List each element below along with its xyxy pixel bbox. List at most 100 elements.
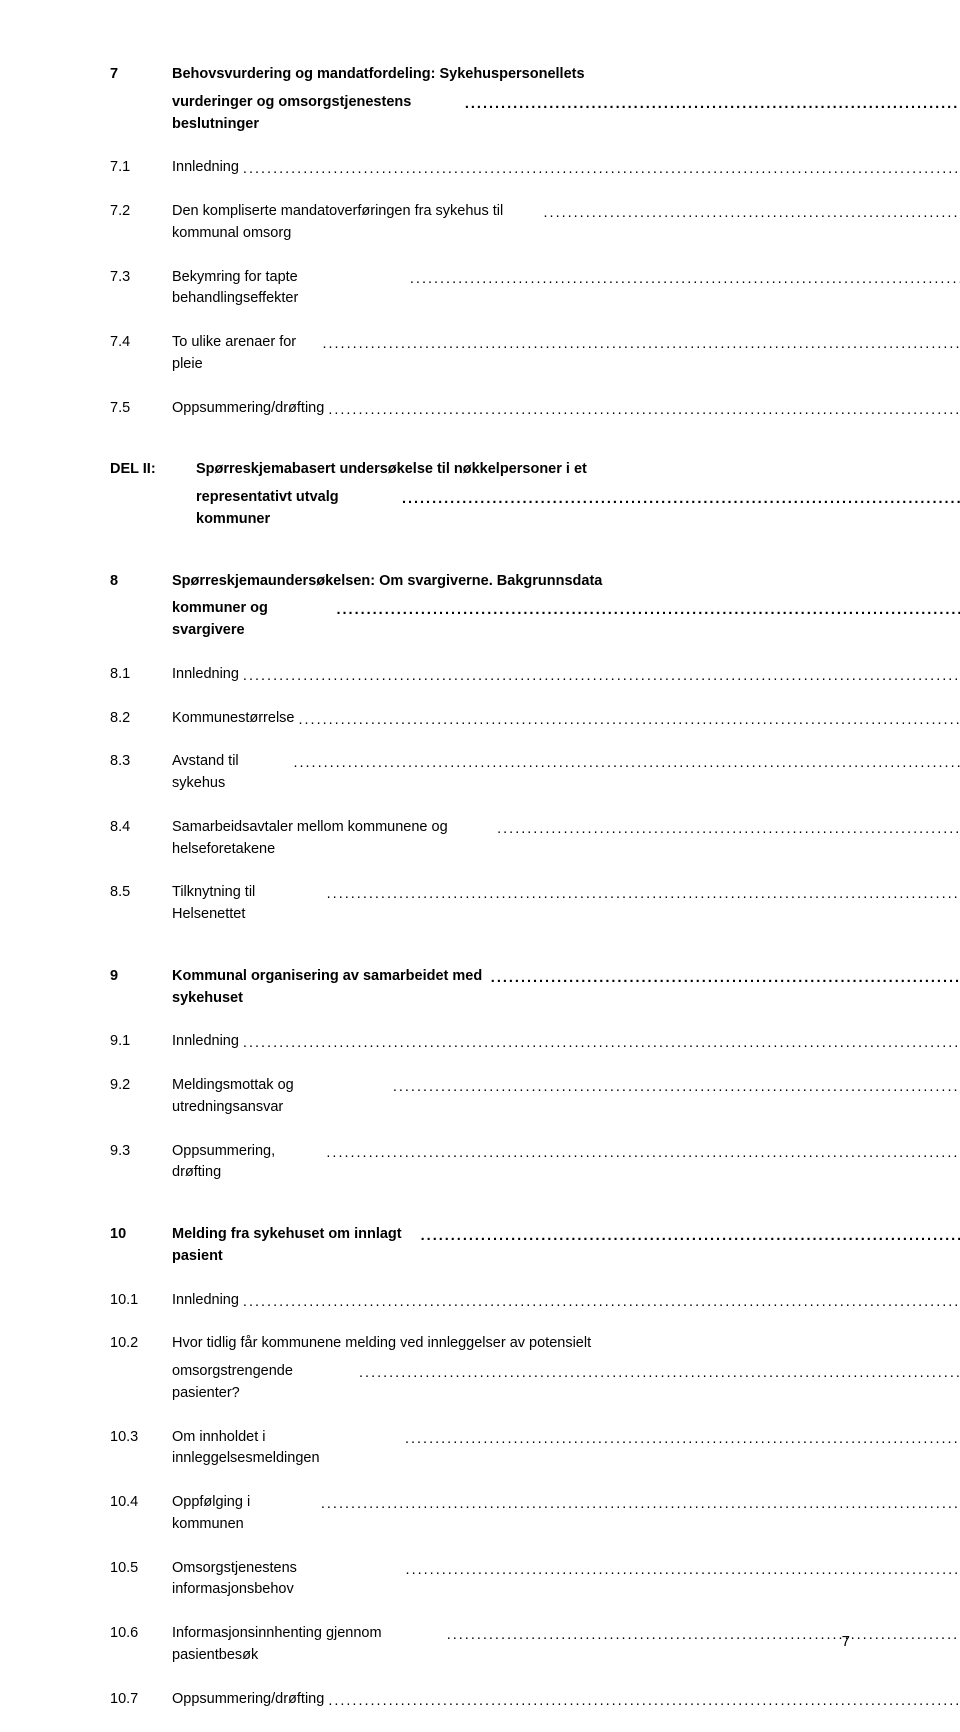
toc-entry-lastline: Omsorgstjenestens informasjonsbehov66 [172,1558,960,1602]
toc-entry-title-line2: Tilknytning til Helsenettet [172,882,327,926]
toc-entry-number: 10.3 [110,1427,172,1449]
toc-entry-lastline: Om innholdet i innleggelsesmeldingen64 [172,1427,960,1471]
toc-entry-title-line2: Den kompliserte mandatoverføringen fra s… [172,201,544,245]
toc-entry-title-line2: vurderinger og omsorgstjenestens beslutn… [172,92,465,136]
toc-leader-dots [465,94,960,116]
toc-entry-title-line2: representativt utvalg kommuner [196,487,402,531]
toc-entry: 7.1Innledning49 [110,157,850,179]
toc-entry-lastline: Kommunestørrelse58 [172,708,960,730]
toc-entry-title-wrap: Spørreskjemaundersøkelsen: Om svargivern… [172,571,960,642]
toc-entry: 10.1Innledning63 [110,1290,850,1312]
toc-entry-number: 10.6 [110,1623,172,1645]
toc-entry-title-line2: Avstand til sykehus [172,751,293,795]
toc-entry-title-wrap: Avstand til sykehus58 [172,751,960,795]
toc-entry-number: 7.5 [110,398,172,420]
toc-leader-dots [293,753,960,775]
toc-entry-number: 7.4 [110,332,172,354]
toc-entry-title-wrap: Meldingsmottak og utredningsansvar61 [172,1075,960,1119]
table-of-contents: 7Behovsvurdering og mandatfordeling: Syk… [110,64,850,1710]
toc-entry-title-wrap: Oppsummering, drøfting62 [172,1141,960,1185]
toc-entry-title-line1: Spørreskjemaundersøkelsen: Om svargivern… [172,571,960,593]
toc-entry-number: 10 [110,1224,172,1246]
toc-entry-lastline: Innledning49 [172,157,960,179]
toc-leader-dots [393,1077,960,1099]
toc-entry-title-line2: Oppsummering/drøfting [172,1689,328,1711]
toc-leader-dots [327,884,960,906]
toc-entry-lastline: Kommunal organisering av samarbeidet med… [172,966,960,1010]
toc-entry: 7.5Oppsummering/drøfting52 [110,398,850,420]
toc-entry-title-line2: Oppsummering, drøfting [172,1141,326,1185]
toc-entry-title-wrap: Oppsummering/drøfting67 [172,1689,960,1711]
toc-entry: 9.2Meldingsmottak og utredningsansvar61 [110,1075,850,1119]
toc-entry: 10.7Oppsummering/drøfting67 [110,1689,850,1711]
toc-entry-title-wrap: Hvor tidlig får kommunene melding ved in… [172,1333,960,1404]
toc-entry-title-wrap: To ulike arenaer for pleie52 [172,332,960,376]
toc-entry: 8.2Kommunestørrelse58 [110,708,850,730]
toc-leader-dots [328,400,960,422]
toc-entry-title-line2: Bekymring for tapte behandlingseffekter [172,267,410,311]
toc-entry: 8.3Avstand til sykehus58 [110,751,850,795]
toc-entry-lastline: Innledning61 [172,1031,960,1053]
toc-entry: 10.4Oppfølging i kommunen65 [110,1492,850,1536]
toc-entry-title-wrap: Bekymring for tapte behandlingseffekter5… [172,267,960,311]
toc-entry-title-line2: Meldingsmottak og utredningsansvar [172,1075,393,1119]
toc-entry-title-wrap: Oppfølging i kommunen65 [172,1492,960,1536]
toc-entry-lastline: Innledning57 [172,664,960,686]
toc-entry-title-wrap: Behovsvurdering og mandatfordeling: Syke… [172,64,960,135]
toc-entry-number: 9.1 [110,1031,172,1053]
toc-entry-number: 9.2 [110,1075,172,1097]
toc-entry: DEL II:Spørreskjemabasert undersøkelse t… [110,459,850,530]
toc-entry-lastline: To ulike arenaer for pleie52 [172,332,960,376]
toc-entry: 10.6Informasjonsinnhenting gjennom pasie… [110,1623,850,1667]
toc-entry: 9Kommunal organisering av samarbeidet me… [110,966,850,1010]
toc-leader-dots [406,1560,960,1582]
toc-entry-title-line2: Informasjonsinnhenting gjennom pasientbe… [172,1623,447,1667]
toc-entry: 7.4To ulike arenaer for pleie52 [110,332,850,376]
toc-entry: 8.1Innledning57 [110,664,850,686]
toc-entry-number: 10.1 [110,1290,172,1312]
toc-entry: 8.5Tilknytning til Helsenettet59 [110,882,850,926]
toc-entry-number: 7.3 [110,267,172,289]
toc-entry-number: 8.4 [110,817,172,839]
toc-entry-title-wrap: Innledning49 [172,157,960,179]
toc-entry-title-line2: omsorgstrengende pasienter? [172,1361,359,1405]
toc-entry-title-line1: Hvor tidlig får kommunene melding ved in… [172,1333,960,1355]
toc-entry-title-line2: kommuner og svargivere [172,598,336,642]
toc-leader-dots [298,710,960,732]
toc-entry-lastline: Bekymring for tapte behandlingseffekter5… [172,267,960,311]
toc-leader-dots [243,1033,960,1055]
toc-entry-title-line2: Innledning [172,664,243,686]
toc-entry-title-wrap: Omsorgstjenestens informasjonsbehov66 [172,1558,960,1602]
toc-entry-title-line2: Innledning [172,1031,243,1053]
toc-entry-title-wrap: Innledning57 [172,664,960,686]
toc-entry: 10.5Omsorgstjenestens informasjonsbehov6… [110,1558,850,1602]
toc-leader-dots [359,1363,960,1385]
toc-entry-lastline: Melding fra sykehuset om innlagt pasient… [172,1224,960,1268]
toc-entry: 9.1Innledning61 [110,1031,850,1053]
toc-entry-number: 7 [110,64,172,86]
toc-entry-number: 7.1 [110,157,172,179]
toc-leader-dots [322,334,960,356]
toc-leader-dots [421,1226,960,1248]
toc-entry-lastline: representativt utvalg kommuner55 [196,487,960,531]
toc-entry-number: 9.3 [110,1141,172,1163]
toc-entry-title-wrap: Innledning61 [172,1031,960,1053]
toc-entry-number: 10.7 [110,1689,172,1711]
toc-entry-number: 10.5 [110,1558,172,1580]
toc-entry-title-line2: To ulike arenaer for pleie [172,332,322,376]
toc-entry-title-line2: Kommunestørrelse [172,708,298,730]
toc-entry: 8.4Samarbeidsavtaler mellom kommunene og… [110,817,850,861]
toc-entry-lastline: Samarbeidsavtaler mellom kommunene og he… [172,817,960,861]
toc-entry-number: 10.2 [110,1333,172,1355]
toc-entry-title-line2: Omsorgstjenestens informasjonsbehov [172,1558,406,1602]
toc-leader-dots [544,203,960,225]
toc-entry-number: 8.5 [110,882,172,904]
toc-entry-title-wrap: Kommunal organisering av samarbeidet med… [172,966,960,1010]
toc-entry: 8Spørreskjemaundersøkelsen: Om svargiver… [110,571,850,642]
toc-leader-dots [326,1143,960,1165]
toc-entry-title-line2: Kommunal organisering av samarbeidet med… [172,966,491,1010]
toc-entry-title-wrap: Kommunestørrelse58 [172,708,960,730]
toc-entry-title-line1: Behovsvurdering og mandatfordeling: Syke… [172,64,960,86]
toc-entry-number: DEL II: [110,459,196,481]
toc-leader-dots [243,159,960,181]
